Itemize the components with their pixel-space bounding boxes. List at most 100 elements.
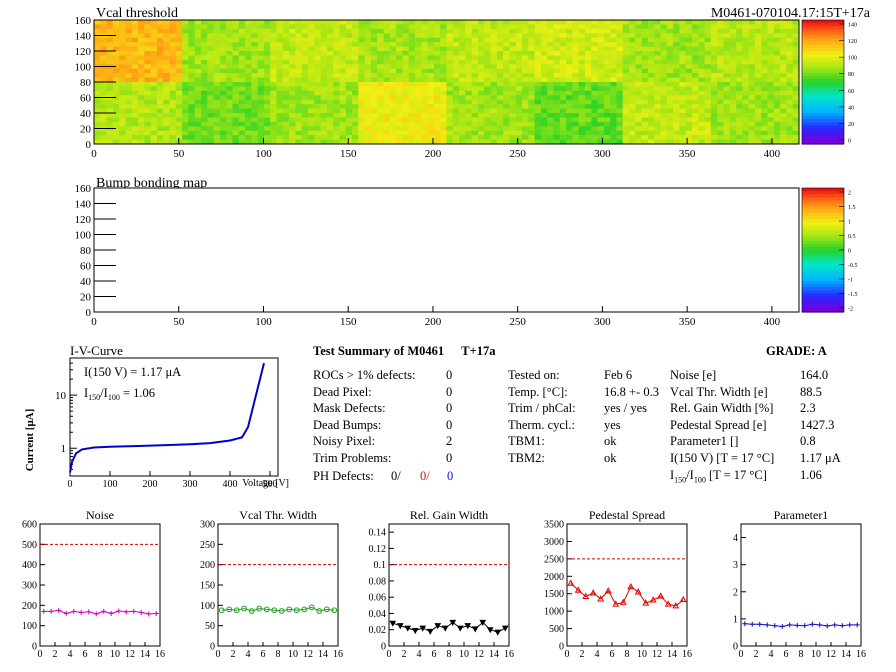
heatmap-cell — [169, 95, 177, 101]
heatmap-cell — [553, 28, 561, 34]
heatmap-cell — [219, 24, 227, 30]
iv-x-tick-label: 400 — [223, 479, 238, 490]
heatmap-cell — [112, 51, 120, 56]
heatmap-cell — [773, 46, 781, 52]
heatmap-cell — [792, 68, 800, 74]
param-value: 2.3 — [800, 401, 816, 416]
heatmap-cell — [169, 126, 177, 132]
heatmap-cell — [477, 117, 485, 123]
x-tick-label: 0 — [387, 649, 392, 660]
heatmap-cell — [773, 135, 781, 141]
heatmap-cell — [156, 139, 164, 145]
heatmap-cell — [496, 42, 504, 48]
heatmap-cell — [773, 33, 781, 39]
heatmap-cell — [786, 82, 794, 87]
x-tick-label: 150 — [340, 316, 357, 328]
heatmap-cell — [251, 37, 259, 43]
heatmap-cell — [402, 46, 410, 52]
heatmap-cell — [584, 90, 592, 96]
heatmap-cell — [603, 95, 611, 101]
heatmap-cell — [213, 51, 221, 56]
heatmap-cell — [182, 64, 189, 70]
plot-title: Vcal Thr. Width — [239, 508, 316, 522]
heatmap-cell — [194, 28, 202, 34]
heatmap-cell — [704, 55, 712, 61]
heatmap-cell — [729, 51, 737, 56]
heatmap-cell — [339, 108, 347, 114]
y-tick-label: 300 — [22, 581, 37, 592]
heatmap-cell — [629, 130, 636, 136]
heatmap-cell — [540, 139, 548, 145]
data-point — [824, 623, 830, 629]
test-info-label: Temp. [°C]: — [508, 384, 568, 399]
heatmap-cell — [150, 59, 158, 65]
heatmap-cell — [370, 37, 378, 43]
heatmap-cell — [257, 95, 265, 101]
heatmap-cell — [408, 77, 416, 83]
heatmap-cell — [396, 95, 403, 101]
heatmap-cell — [603, 108, 611, 114]
heatmap-cell — [427, 77, 435, 83]
heatmap-cell — [736, 46, 743, 52]
heatmap-cell — [490, 135, 498, 141]
heatmap-cell — [660, 108, 668, 114]
heatmap-cell — [339, 121, 347, 127]
heatmap-cell — [767, 99, 775, 105]
heatmap-cell — [660, 51, 668, 56]
heatmap-cell — [308, 42, 315, 48]
heatmap-cell — [364, 42, 372, 48]
heatmap-cell — [452, 20, 460, 25]
heatmap-cell — [610, 130, 617, 136]
heatmap-cell — [112, 73, 120, 79]
x-tick-label: 50 — [173, 316, 185, 328]
heatmap-cell — [182, 104, 189, 110]
heatmap-cell — [515, 33, 523, 39]
heatmap-cell — [295, 46, 303, 52]
heatmap-cell — [156, 55, 164, 61]
heatmap-cell — [685, 77, 693, 83]
heatmap-cell — [138, 104, 145, 110]
heatmap-cell — [503, 130, 510, 136]
heatmap-cell — [540, 51, 548, 56]
color-scale-step — [802, 125, 844, 130]
heatmap-cell — [647, 24, 655, 30]
heatmap-cell — [232, 95, 240, 101]
param-value: 0.8 — [800, 434, 816, 449]
heatmap-cell — [364, 77, 372, 83]
heatmap-cell — [761, 59, 769, 65]
heatmap-cell — [314, 113, 322, 118]
heatmap-cell — [352, 59, 359, 65]
heatmap-cell — [496, 73, 504, 79]
heatmap-cell — [408, 68, 416, 74]
heatmap-cell — [163, 59, 171, 65]
heatmap-cell — [635, 42, 643, 48]
summary-title-text: Test Summary of M0461 — [313, 344, 445, 358]
heatmap-cell — [773, 121, 781, 127]
heatmap-cell — [635, 73, 643, 79]
heatmap-cell — [591, 86, 599, 92]
heatmap-cell — [125, 130, 133, 136]
heatmap-cell — [691, 104, 699, 110]
heatmap-cell — [691, 95, 699, 101]
heatmap-cell — [654, 64, 662, 70]
heatmap-cell — [503, 126, 510, 132]
heatmap-cell — [112, 77, 120, 83]
heatmap-cell — [245, 139, 252, 145]
heatmap-cell — [326, 55, 334, 61]
heatmap-cell — [238, 51, 246, 56]
heatmap-cell — [415, 86, 422, 92]
heatmap-cell — [654, 59, 662, 65]
heatmap-cell — [660, 73, 668, 79]
heatmap-cell — [622, 121, 630, 127]
heatmap-cell — [251, 108, 259, 114]
heatmap-cell — [219, 139, 227, 145]
heatmap-cell — [408, 59, 416, 65]
y-tick-label: 3 — [733, 560, 738, 571]
heatmap-cell — [421, 77, 429, 83]
heatmap-cell — [440, 37, 447, 43]
heatmap-cell — [125, 104, 133, 110]
heatmap-cell — [238, 42, 246, 48]
heatmap-cell — [364, 117, 372, 123]
heatmap-cell — [226, 46, 233, 52]
heatmap-cell — [496, 95, 504, 101]
